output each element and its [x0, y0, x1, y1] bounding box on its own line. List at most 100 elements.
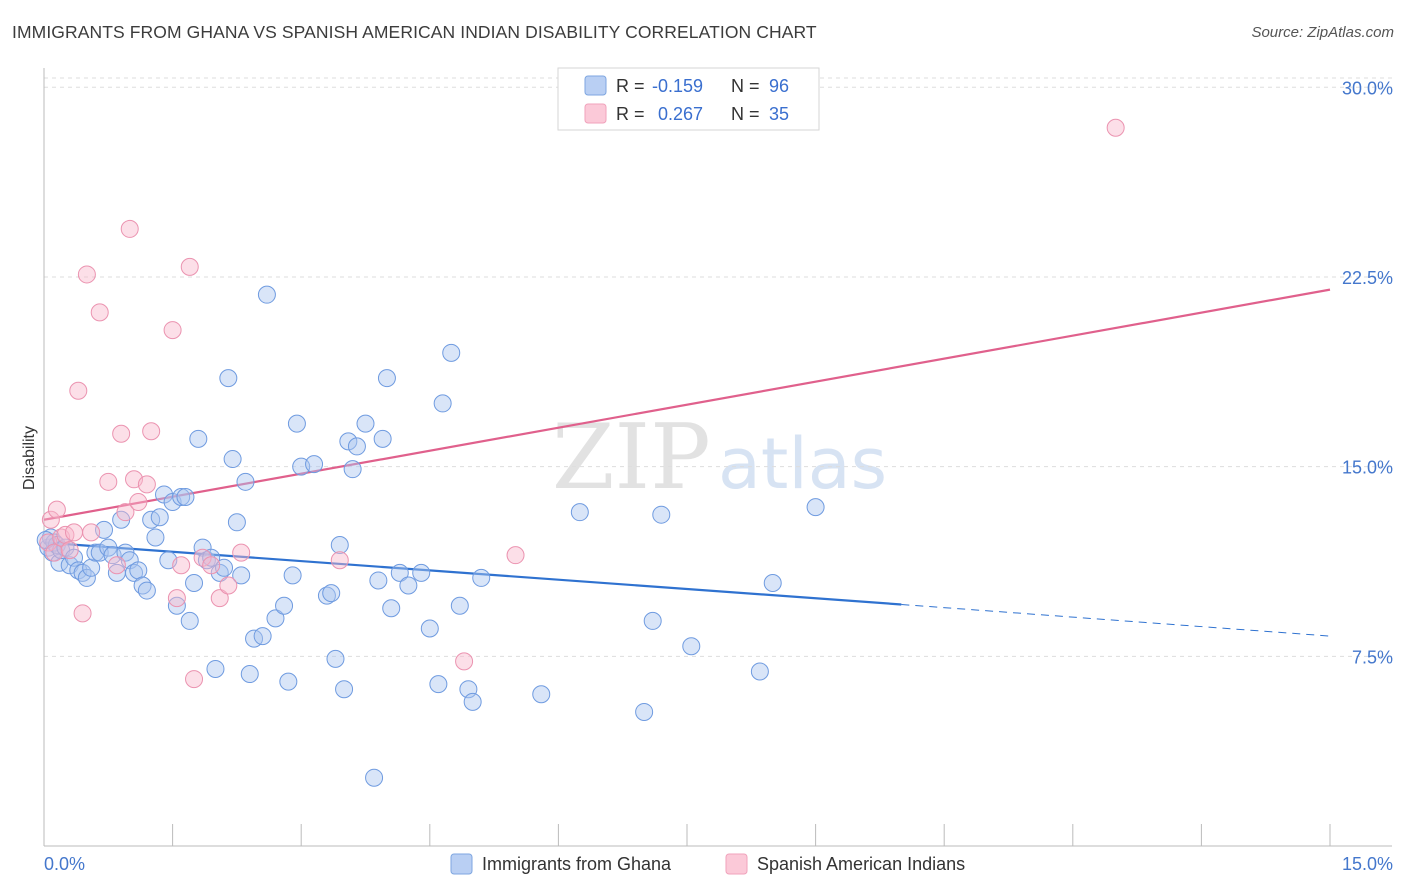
point-spanish: [219, 576, 238, 595]
point-ghana: [253, 627, 272, 646]
point-ghana: [390, 563, 409, 582]
point-ghana: [420, 619, 439, 638]
point-ghana: [172, 487, 191, 506]
point-ghana: [150, 508, 169, 527]
point-ghana: [227, 513, 246, 532]
point-spanish: [99, 472, 118, 491]
point-ghana: [635, 702, 654, 721]
point-ghana: [257, 285, 276, 304]
point-ghana: [41, 528, 60, 547]
point-spanish: [82, 523, 101, 542]
point-spanish: [120, 219, 139, 238]
point-ghana: [763, 573, 782, 592]
point-ghana: [322, 584, 341, 603]
point-spanish: [202, 556, 221, 575]
point-spanish: [73, 604, 92, 623]
point-spanish: [142, 422, 161, 441]
legend-series-spanish: Spanish American Indians: [757, 854, 965, 874]
y-axis-label: Disability: [21, 426, 38, 490]
point-ghana: [305, 455, 324, 474]
point-spanish: [69, 381, 88, 400]
point-spanish: [41, 510, 60, 529]
point-ghana: [643, 611, 662, 630]
point-ghana: [279, 672, 298, 691]
point-spanish: [116, 503, 135, 522]
point-spanish: [330, 551, 349, 570]
point-spanish: [77, 265, 96, 284]
point-ghana: [339, 432, 358, 451]
point-ghana: [429, 675, 448, 694]
point-ghana: [433, 394, 452, 413]
point-spanish: [65, 523, 84, 542]
series-legend: Immigrants from Ghana Spanish American I…: [450, 853, 965, 875]
legend-r-value-1: -0.159: [652, 76, 703, 96]
point-ghana: [382, 599, 401, 618]
point-ghana: [223, 450, 242, 469]
legend-n-value-2: 35: [769, 104, 789, 124]
point-ghana: [399, 576, 418, 595]
point-ghana: [219, 369, 238, 388]
point-ghana: [472, 568, 491, 587]
legend-swatch-spanish: [584, 103, 607, 124]
point-spanish: [129, 493, 148, 512]
legend-n-value-1: 96: [769, 76, 789, 96]
point-spanish: [112, 424, 131, 443]
point-ghana: [266, 609, 285, 628]
point-ghana: [365, 768, 384, 787]
point-ghana: [377, 369, 396, 388]
point-ghana: [682, 637, 701, 656]
point-ghana: [463, 692, 482, 711]
y-tick-label: 22.5%: [1342, 268, 1393, 288]
trend-line-ghana-extension: [901, 603, 1331, 637]
point-spanish: [45, 543, 64, 562]
legend-swatch-ghana: [584, 75, 607, 96]
point-ghana: [356, 414, 375, 433]
point-ghana: [287, 414, 306, 433]
legend-bottom-swatch-ghana: [450, 853, 473, 875]
point-ghana: [373, 429, 392, 448]
point-spanish: [185, 670, 204, 689]
trend-line-spanish: [43, 288, 1331, 521]
point-spanish: [163, 321, 182, 340]
point-ghana: [36, 530, 55, 549]
point-spanish: [232, 543, 251, 562]
y-tick-label: 15.0%: [1342, 458, 1393, 478]
point-spanish: [90, 303, 109, 322]
point-spanish: [210, 589, 229, 608]
point-ghana: [450, 596, 469, 615]
point-ghana: [176, 487, 195, 506]
point-ghana: [180, 611, 199, 630]
axes: 7.5% 15.0% 22.5% 30.0%: [43, 68, 1393, 847]
chart-title: IMMIGRANTS FROM GHANA VS SPANISH AMERICA…: [12, 22, 817, 42]
point-ghana: [326, 649, 345, 668]
point-spanish: [60, 541, 79, 560]
point-spanish: [1106, 118, 1125, 137]
point-ghana: [652, 505, 671, 524]
point-ghana: [347, 437, 366, 456]
point-spanish: [137, 475, 156, 494]
point-spanish: [506, 546, 525, 565]
x-tick-max: 15.0%: [1342, 854, 1393, 874]
point-ghana: [185, 573, 204, 592]
point-spanish: [167, 589, 186, 608]
point-ghana: [343, 460, 362, 479]
legend-n-label-2: N =: [731, 104, 760, 124]
source-label: Source: ZipAtlas.com: [1251, 24, 1394, 41]
point-ghana: [206, 659, 225, 678]
y-tick-label: 30.0%: [1342, 78, 1393, 98]
point-ghana: [236, 472, 255, 491]
point-ghana: [330, 536, 349, 555]
point-ghana: [335, 680, 354, 699]
point-ghana: [232, 566, 251, 585]
stats-legend: R = -0.159 N = 96 R = 0.267 N = 35: [557, 67, 820, 131]
x-tick-min: 0.0%: [44, 854, 85, 874]
point-ghana: [275, 596, 294, 615]
legend-n-label-1: N =: [731, 76, 760, 96]
point-spanish: [107, 556, 126, 575]
point-ghana: [442, 343, 461, 362]
watermark-zip: ZIP: [552, 405, 711, 510]
point-spanish: [172, 556, 191, 575]
point-spanish: [180, 257, 199, 276]
point-ghana: [750, 662, 769, 681]
